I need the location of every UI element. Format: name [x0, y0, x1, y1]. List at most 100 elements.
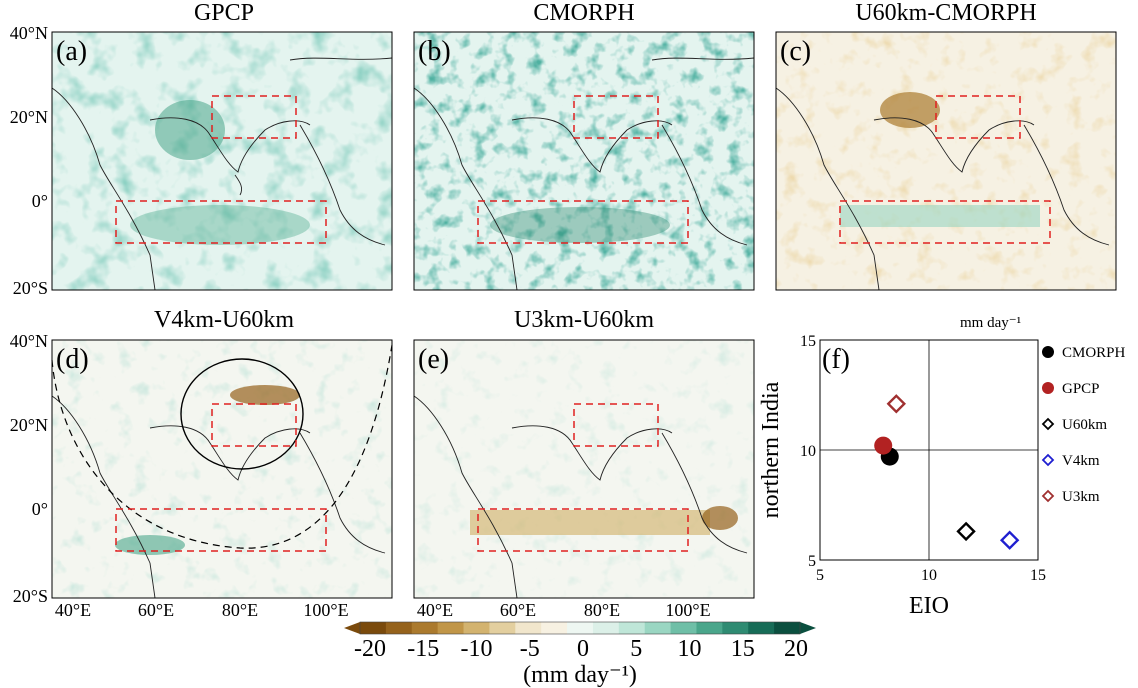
lat-tick-label: 40°N: [10, 331, 48, 351]
colorbar-segment: [360, 622, 387, 634]
panel-letter: (b): [418, 36, 451, 67]
legend-marker: [1042, 346, 1054, 358]
rain-max: [130, 205, 310, 245]
panel-letter: (c): [780, 36, 811, 67]
point-u60km: [956, 521, 976, 542]
colorbar-segment: [722, 622, 749, 634]
rain-max: [490, 207, 670, 243]
panel-letter: (d): [56, 344, 89, 375]
x-axis-label: EIO: [909, 593, 949, 619]
panel-title: U60km-CMORPH: [855, 0, 1036, 26]
coastline: [413, 57, 755, 291]
lat-tick-label: 0°: [32, 191, 48, 211]
lat-tick-label: 20°N: [10, 107, 48, 127]
wet-bias: [840, 205, 1040, 227]
lat-tick-label: 20°S: [13, 586, 48, 606]
lat-labels-bottom: 40°N 20°N 0° 20°S: [10, 331, 48, 606]
legend-label: U60km: [1062, 417, 1107, 433]
colorbar-segment: [618, 622, 646, 634]
lon-labels-d: 40°E 60°E 80°E 100°E: [55, 600, 349, 620]
map-frame: [51, 339, 393, 599]
colorbar-segment: [592, 622, 620, 634]
precipitation-field: [52, 32, 392, 290]
coastline: [775, 87, 1110, 291]
panel-letter: (a): [56, 36, 87, 67]
colorbar-outline: [359, 621, 801, 635]
dry-bias: [880, 92, 940, 128]
point-gpcp: [874, 436, 893, 455]
legend-marker: [1041, 417, 1055, 431]
lat-tick-label: 40°N: [10, 23, 48, 43]
region-boxes: [839, 95, 1051, 244]
legend: CMORPH GPCP U60km V4km U3km: [1041, 345, 1126, 505]
panel-title: GPCP: [194, 0, 254, 26]
colorbar-tick-label: 10: [678, 636, 702, 662]
colorbar-segment: [515, 622, 542, 634]
dry-anomaly: [470, 510, 710, 535]
y-tick-label: 15: [800, 333, 816, 350]
panel-b: CMORPH (b): [413, 0, 755, 291]
lon-labels-e: 40°E 60°E 80°E 100°E: [417, 600, 711, 620]
legend-marker: [1041, 453, 1055, 467]
precipitation-field: [414, 32, 754, 290]
panel-title: CMORPH: [533, 0, 634, 26]
panel-title: V4km-U60km: [154, 307, 294, 333]
colorbar-tick-label: 0: [577, 636, 589, 662]
colorbar-tick-label: 15: [731, 636, 755, 662]
legend-label: V4km: [1062, 453, 1100, 469]
wet-anomaly: [115, 535, 185, 555]
x-tick-label: 15: [1030, 567, 1046, 584]
dry-anomaly: [702, 506, 738, 530]
region-boxes: [115, 403, 327, 552]
highlight-circle: [180, 358, 304, 470]
legend-marker: [1042, 382, 1054, 394]
legend-label: U3km: [1062, 489, 1100, 505]
lon-tick-label: 40°E: [55, 600, 91, 620]
lat-labels-top: 40°N 20°N 0° 20°S: [10, 23, 48, 298]
panel-letter: (f): [822, 344, 850, 375]
panel-title: U3km-U60km: [514, 307, 654, 333]
region-boxes: [477, 403, 689, 552]
y-axis-label: northern India: [758, 381, 784, 518]
colorbar-segment: [411, 622, 439, 634]
colorbar-tick-label: -10: [461, 636, 493, 662]
difference-field: [776, 32, 1116, 290]
colorbar-segment: [567, 622, 594, 634]
colorbar-segment: [644, 622, 672, 634]
lon-tick-label: 100°E: [303, 600, 348, 620]
rain-max: [155, 100, 225, 160]
legend-label: CMORPH: [1062, 345, 1126, 361]
lon-tick-label: 100°E: [665, 600, 710, 620]
colorbar-tick-label: -5: [520, 636, 540, 662]
colorbar-extend-high: [800, 622, 816, 634]
panel-a: GPCP (a): [51, 0, 393, 291]
y-tick-label: 5: [808, 553, 816, 570]
coastline: [51, 57, 393, 291]
map-frame: [413, 339, 755, 599]
point-u3km: [886, 394, 906, 414]
scatter-unit: mm day⁻¹: [960, 315, 1021, 331]
legend-label: GPCP: [1062, 381, 1100, 397]
colorbar-segment: [748, 622, 775, 634]
lon-tick-label: 60°E: [500, 600, 536, 620]
dry-anomaly: [230, 385, 300, 405]
map-frame: [51, 31, 393, 291]
region-boxes: [477, 95, 689, 244]
colorbar-segment: [541, 622, 568, 634]
colorbar-label: (mm day⁻¹): [523, 662, 637, 688]
colorbar-extend-low: [344, 622, 360, 634]
panel-letter: (e): [418, 344, 449, 375]
colorbar-segment: [437, 622, 465, 634]
lon-tick-label: 80°E: [584, 600, 620, 620]
lat-tick-label: 0°: [32, 499, 48, 519]
legend-marker: [1041, 489, 1055, 503]
panel-e: U3km-U60km (e): [413, 307, 755, 599]
coastline: [51, 395, 386, 599]
panel-d: V4km-U60km (d): [51, 307, 393, 599]
lon-tick-label: 60°E: [138, 600, 174, 620]
lon-tick-label: 80°E: [222, 600, 258, 620]
scatter-panel: mm day⁻¹ (f) EIO northern India 5 10 15 5 10…: [758, 315, 1126, 619]
domain-boundary: [51, 344, 393, 549]
colorbar-tick-label: 20: [784, 636, 808, 662]
